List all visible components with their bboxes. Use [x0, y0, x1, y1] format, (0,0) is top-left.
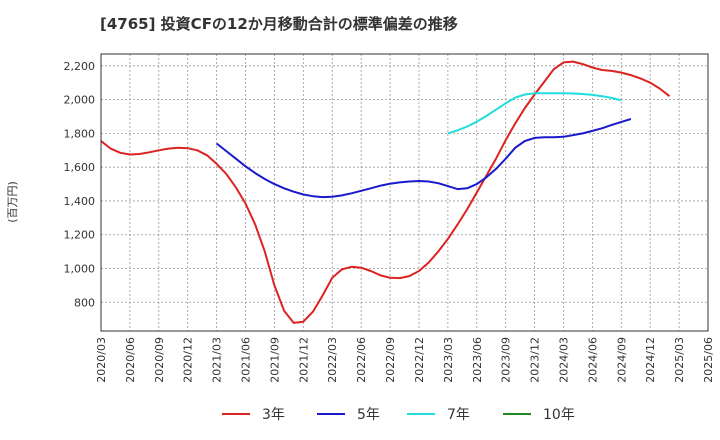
chart-title: [4765] 投資CFの12か月移動合計の標準偏差の推移 [100, 15, 458, 33]
x-tick-labels: 2020/03 2020/06 2020/09 2020/12 2021/03 2021/… [95, 337, 715, 383]
x-tick-label: 2020/12 [182, 337, 195, 383]
y-axis-label: (百万円) [6, 181, 19, 223]
x-tick-label: 2021/09 [268, 337, 281, 383]
y-tick-label: 1,200 [64, 229, 96, 242]
x-tick-label: 2021/03 [211, 337, 224, 383]
x-tick-label: 2025/06 [702, 337, 715, 383]
y-tick-label: 1,000 [64, 263, 96, 276]
legend-label: 3年 [262, 407, 285, 423]
y-tick-labels: 800 1,000 1,200 1,400 1,600 1,800 2,000 2,200 [64, 60, 96, 309]
x-tick-label: 2023/06 [471, 337, 484, 383]
x-tick-label: 2022/12 [413, 337, 426, 383]
legend-label: 5年 [357, 407, 380, 423]
x-tick-label: 2020/06 [124, 337, 137, 383]
x-tick-label: 2023/09 [500, 337, 513, 383]
x-tick-label: 2024/09 [615, 337, 628, 383]
x-tick-label: 2022/06 [355, 337, 368, 383]
x-tick-label: 2020/03 [95, 337, 108, 383]
legend-label: 7年 [447, 407, 470, 423]
legend-label: 10年 [543, 407, 575, 423]
x-tick-label: 2024/03 [557, 337, 570, 383]
y-tick-label: 1,600 [64, 161, 96, 174]
x-tick-label: 2021/12 [297, 337, 310, 383]
y-tick-label: 800 [74, 296, 95, 309]
series-line [447, 92, 622, 135]
series-line [215, 118, 632, 199]
y-tick-label: 2,000 [64, 94, 96, 107]
x-tick-label: 2020/09 [153, 337, 166, 383]
y-tick-label: 2,200 [64, 60, 96, 73]
x-tick-label: 2022/03 [326, 337, 339, 383]
grid-lines [100, 54, 709, 331]
x-tick-label: 2024/06 [586, 337, 599, 383]
x-tick-label: 2023/12 [529, 337, 542, 383]
y-tick-label: 1,800 [64, 127, 96, 140]
series-lines [100, 60, 671, 324]
y-tick-label: 1,400 [64, 195, 96, 208]
x-tick-label: 2025/03 [673, 337, 686, 383]
legend: 3年 5年 7年 10年 [222, 407, 575, 423]
x-tick-label: 2023/03 [442, 337, 455, 383]
x-tick-label: 2021/06 [240, 337, 253, 383]
x-tick-label: 2024/12 [644, 337, 657, 383]
series-line [100, 60, 671, 324]
x-tick-label: 2022/09 [384, 337, 397, 383]
plot-frame [100, 53, 709, 332]
